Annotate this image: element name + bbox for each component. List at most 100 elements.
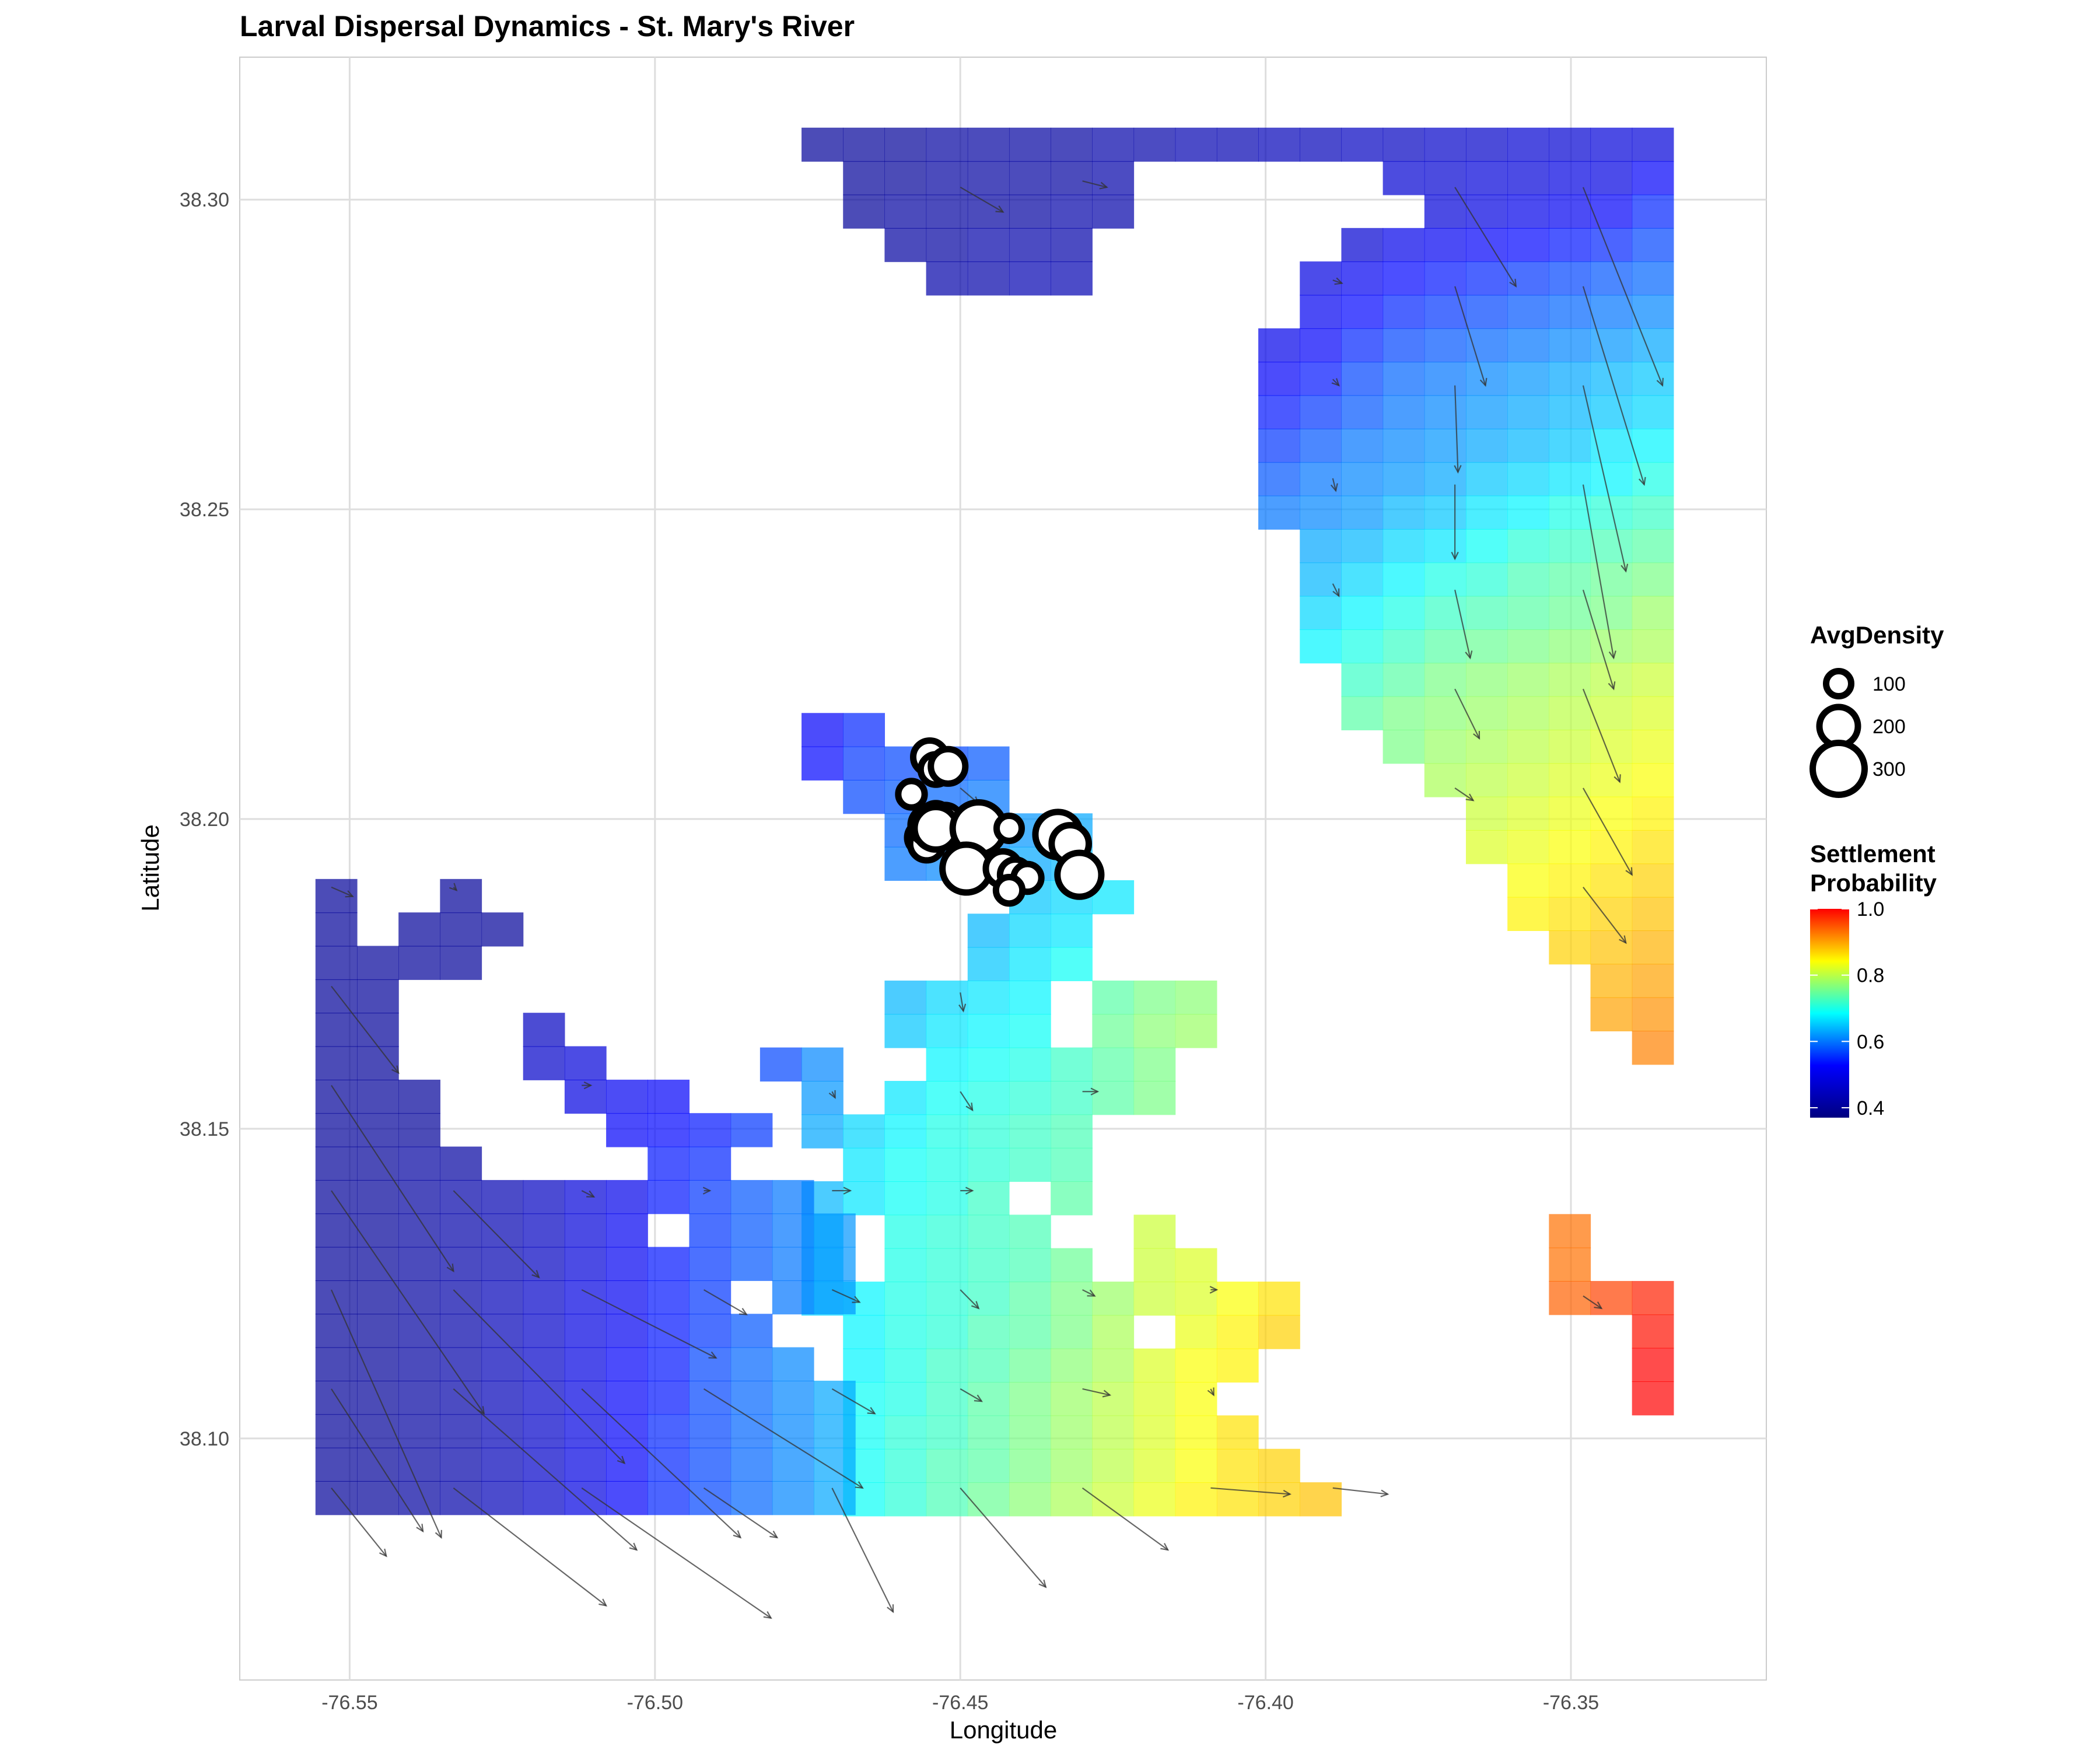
heatmap-cell	[689, 1280, 732, 1315]
heatmap-cell	[523, 1013, 565, 1047]
heatmap-cell	[967, 914, 1010, 948]
heatmap-cell	[1300, 428, 1342, 463]
heatmap-cell	[967, 1114, 1010, 1149]
heatmap-cell	[813, 1213, 856, 1248]
arrow-shaft	[453, 1190, 540, 1278]
heatmap-cell	[1424, 528, 1466, 564]
heatmap-cell	[1424, 127, 1466, 162]
arrow-head	[769, 1530, 779, 1539]
size-legend-label: 100	[1873, 673, 1906, 695]
heatmap-cell	[1382, 663, 1425, 697]
heatmap-cell	[1341, 295, 1384, 329]
heatmap-cell	[1009, 1248, 1051, 1283]
current-arrow	[831, 1289, 861, 1303]
heatmap-cell	[523, 1347, 565, 1381]
heatmap-cell	[926, 1315, 968, 1349]
heatmap-cell	[1632, 161, 1674, 195]
heatmap-cell	[564, 1447, 607, 1482]
heatmap-cell	[1632, 1381, 1674, 1416]
heatmap-cell	[1549, 228, 1591, 262]
heatmap-cell	[1300, 629, 1342, 664]
heatmap-cell	[1632, 629, 1674, 664]
arrow-shaft	[581, 1487, 772, 1619]
heatmap-cell	[315, 1414, 358, 1448]
heatmap-cell	[1382, 696, 1425, 730]
arrow-head	[733, 1530, 742, 1539]
arrow-head	[391, 1065, 400, 1074]
heatmap-cell	[1300, 528, 1342, 564]
heatmap-cell	[884, 1315, 927, 1349]
heatmap-cell	[884, 127, 927, 162]
current-arrow	[453, 1487, 608, 1607]
fill-legend-title-line-1: Settlement	[1810, 840, 1936, 867]
arrow-head	[1473, 731, 1480, 740]
heatmap-cell	[356, 1046, 399, 1080]
heatmap-cell	[813, 1380, 856, 1415]
heatmap-cell	[760, 1047, 802, 1082]
heatmap-cell	[1465, 261, 1508, 296]
heatmap-cell	[1051, 1282, 1093, 1316]
heatmap-cell	[1590, 930, 1633, 965]
current-arrow	[960, 1289, 980, 1310]
heatmap-cell	[1092, 1014, 1135, 1048]
current-arrow	[828, 1090, 836, 1100]
heatmap-cell	[1133, 1214, 1176, 1249]
arrow-head	[852, 1296, 861, 1303]
current-arrow	[1454, 187, 1517, 288]
colorbar-label: 0.6	[1857, 1031, 1884, 1053]
heatmap-cell	[1424, 663, 1466, 697]
heatmap-cell	[1009, 1047, 1051, 1082]
heatmap-cell	[1133, 1348, 1176, 1383]
heatmap-cell	[772, 1480, 814, 1516]
panel-border	[239, 57, 1767, 1681]
arrow-head	[1334, 277, 1343, 285]
heatmap-cell	[926, 194, 968, 229]
heatmap-cell	[648, 1280, 690, 1315]
heatmap-cell	[1175, 1448, 1217, 1483]
heatmap-cell	[772, 1247, 814, 1281]
heatmap-cell	[1424, 261, 1466, 296]
arrow-head	[1102, 1390, 1112, 1398]
heatmap-cell	[1009, 1014, 1051, 1048]
heatmap-cell	[1009, 947, 1051, 982]
heatmap-cell	[1590, 495, 1633, 530]
heatmap-cell	[1092, 1315, 1135, 1349]
heatmap-cell	[1009, 1114, 1051, 1149]
arrow-head	[1608, 681, 1616, 691]
heatmap-cell	[1341, 362, 1384, 396]
heatmap-cell	[1632, 830, 1674, 864]
heatmap-cell	[356, 1013, 399, 1047]
heatmap-cell	[1382, 395, 1425, 429]
heatmap-cell	[1465, 796, 1508, 831]
heatmap-cell	[1009, 161, 1051, 195]
heatmap-cell	[606, 1247, 648, 1281]
heatmap-cell	[440, 1213, 482, 1248]
heatmap-cell	[884, 1214, 927, 1249]
heatmap-cell	[1632, 897, 1674, 931]
heatmap-cell	[1507, 663, 1549, 697]
heatmap-cell	[440, 1480, 482, 1516]
heatmap-cell	[1175, 1482, 1217, 1517]
chart-title: Larval Dispersal Dynamics - St. Mary's R…	[240, 10, 855, 43]
heatmap-cell	[440, 1414, 482, 1448]
heatmap-cell	[564, 1247, 607, 1281]
x-tick-label: -76.50	[627, 1692, 683, 1714]
heatmap-cell	[564, 1180, 607, 1214]
heatmap-cell	[730, 1180, 773, 1214]
heatmap-cell	[967, 127, 1010, 162]
heatmap-cell	[440, 1180, 482, 1214]
heatmap-cell	[967, 1482, 1010, 1517]
heatmap-cell	[1507, 897, 1549, 931]
heatmap-cell	[1092, 127, 1135, 162]
heatmap-cell	[648, 1380, 690, 1415]
heatmap-cell	[315, 1013, 358, 1047]
current-arrow	[1082, 1388, 1112, 1398]
heatmap-cell	[772, 1347, 814, 1381]
heatmap-cell	[1465, 528, 1508, 564]
heatmap-cell	[1507, 127, 1549, 162]
heatmap-cell	[1092, 194, 1135, 229]
heatmap-cell	[1549, 562, 1591, 597]
colorbar-label: 0.8	[1857, 965, 1884, 987]
heatmap-cell	[884, 228, 927, 262]
heatmap-cell	[1009, 1080, 1051, 1115]
